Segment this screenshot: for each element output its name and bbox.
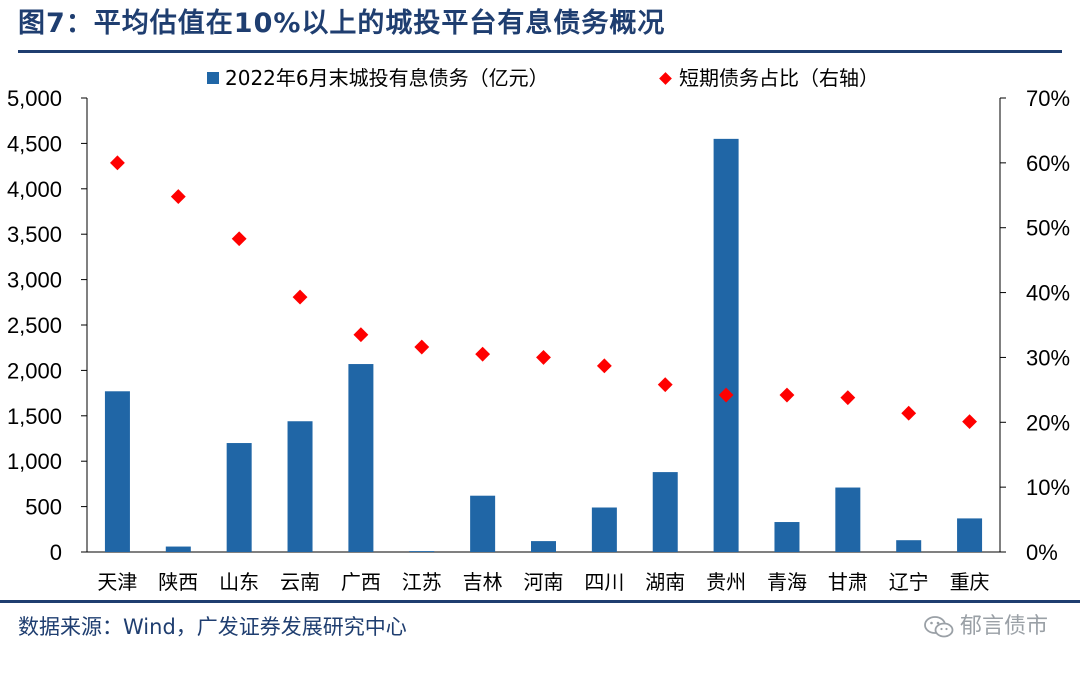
right-tick-label: 50% [1026,216,1070,241]
bar-series [104,138,983,553]
right-tick-label: 40% [1026,281,1070,306]
category-label: 广西 [341,570,381,594]
bar-广西 [348,364,374,552]
left-tick-label: 4,000 [7,177,62,202]
footer-divider [0,600,1080,603]
left-tick-label: 1,500 [7,404,62,429]
point-重庆 [962,414,977,430]
point-湖南 [657,377,673,393]
left-tick-label: 0 [50,540,62,565]
point-山东 [231,231,247,247]
category-label: 湖南 [645,570,685,594]
combo-chart: 2022年6月末城投有息债务（亿元） 短期债务占比（右轴） 0 500 1,000 1… [7,66,1070,594]
bar-湖南 [652,472,678,552]
bar-云南 [287,421,313,552]
left-tick-label: 4,500 [7,131,62,156]
category-label: 河南 [524,570,564,594]
scatter-series [110,155,977,430]
left-tick-label: 500 [25,495,62,520]
title-divider [18,50,1062,53]
category-labels: 天津 陕西 山东 云南 广西 江苏 吉林 河南 四川 湖南 贵州 青海 甘肃 辽宁 重庆 [97,570,989,594]
category-label: 青海 [767,570,807,594]
bar-吉林 [470,495,496,552]
point-四川 [596,358,612,374]
left-axis-ticks: 0 500 1,000 1,500 2,000 2,500 3,000 3,500 4,000 4… [7,86,87,565]
point-青海 [779,387,795,403]
point-甘肃 [840,390,856,406]
left-tick-label: 3,500 [7,222,62,247]
category-label: 天津 [97,570,137,594]
bar-贵州 [713,138,739,553]
left-tick-label: 2,000 [7,358,62,383]
category-label: 贵州 [706,570,746,594]
bar-重庆 [957,518,983,552]
source-note: 数据来源：Wind，广发证券发展研究中心 [18,615,407,639]
point-辽宁 [901,405,917,421]
point-云南 [292,289,308,305]
point-贵州 [718,387,734,403]
category-label: 江苏 [402,570,442,594]
wechat-icon [924,615,954,639]
right-tick-label: 20% [1026,410,1070,435]
category-label: 陕西 [158,570,198,594]
point-陕西 [170,189,186,205]
left-tick-label: 3,000 [7,268,62,293]
legend-diamond-marker [659,72,672,85]
category-label: 山东 [219,570,259,594]
right-tick-label: 10% [1026,475,1070,500]
bar-辽宁 [896,540,922,552]
category-label: 甘肃 [828,570,868,594]
right-tick-label: 70% [1026,86,1070,111]
point-吉林 [475,346,491,362]
left-tick-label: 5,000 [7,86,62,111]
page-title: 图7：平均估值在10%以上的城投平台有息债务概况 [18,8,666,39]
bar-天津 [104,391,130,552]
legend-diamond-label: 短期债务占比（右轴） [679,66,879,90]
category-label: 重庆 [950,570,990,594]
bar-青海 [774,522,800,552]
category-label: 吉林 [463,570,503,594]
watermark: 郁言债市 [924,610,1048,644]
point-江苏 [414,339,430,355]
legend-bar-label: 2022年6月末城投有息债务（亿元） [225,66,549,90]
right-tick-label: 60% [1026,151,1070,176]
legend-bar-swatch [207,72,219,84]
point-广西 [353,327,369,343]
right-tick-label: 30% [1026,345,1070,370]
left-tick-label: 2,500 [7,313,62,338]
legend: 2022年6月末城投有息债务（亿元） 短期债务占比（右轴） [207,66,879,90]
left-tick-label: 1,000 [7,449,62,474]
bar-陕西 [165,546,191,552]
right-axis-ticks: 0% 10% 20% 30% 40% 50% 60% 70% [1000,86,1070,565]
category-label: 辽宁 [889,570,929,594]
category-label: 四川 [584,570,624,594]
bar-河南 [531,541,556,552]
right-tick-label: 0% [1026,540,1058,565]
watermark-text: 郁言债市 [959,614,1048,639]
category-label: 云南 [280,570,320,594]
bar-甘肃 [835,487,861,552]
bar-山东 [226,443,252,552]
point-天津 [110,155,125,171]
bar-江苏 [409,551,435,552]
point-河南 [536,350,551,365]
bar-四川 [591,507,617,552]
